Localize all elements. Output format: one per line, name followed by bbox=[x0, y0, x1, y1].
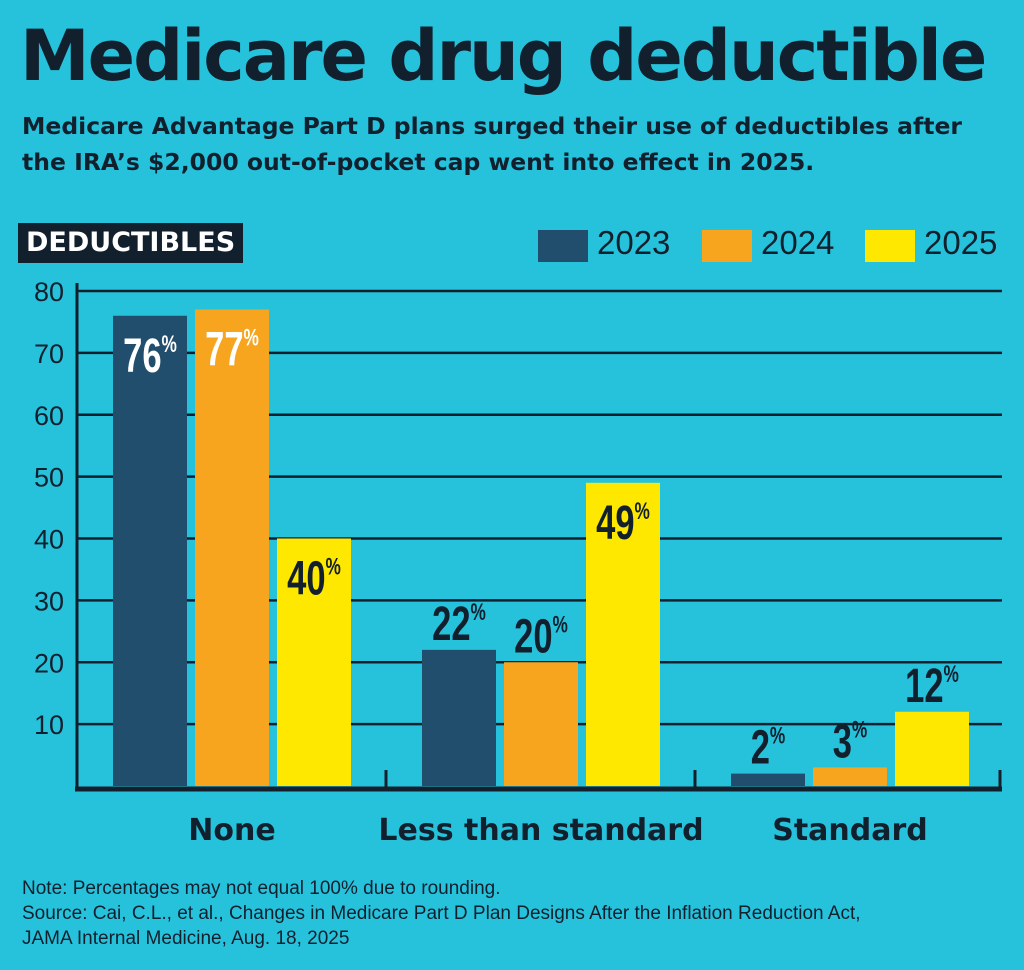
y-tick-label: 10 bbox=[34, 710, 64, 740]
bar-2023-1 bbox=[422, 649, 496, 786]
bar-2025-1 bbox=[586, 482, 660, 786]
legend-label-2023: 2023 bbox=[597, 224, 670, 261]
data-label-group: 20% bbox=[514, 609, 568, 663]
x-category-label: Less than standard bbox=[378, 813, 703, 848]
panel-label: DEDUCTIBLES bbox=[18, 223, 244, 263]
source-text-cont: JAMA Internal Medicine, Aug. 18, 2025 bbox=[22, 928, 350, 949]
data-label: 20% bbox=[514, 609, 568, 663]
data-label: 2% bbox=[751, 720, 786, 774]
note-text: Note: Percentages may not equal 100% due… bbox=[22, 878, 501, 899]
data-label: 22% bbox=[432, 596, 486, 650]
legend-label-2025: 2025 bbox=[924, 224, 997, 261]
data-label-group: 40% bbox=[287, 551, 341, 605]
y-tick-label: 60 bbox=[34, 401, 64, 431]
x-category-label: None bbox=[188, 813, 275, 848]
bar-2025-2 bbox=[895, 711, 969, 786]
data-label: 77% bbox=[205, 322, 259, 376]
x-category-label: Standard bbox=[772, 813, 928, 848]
data-label-group: 12% bbox=[905, 658, 959, 712]
data-label-group: 22% bbox=[432, 596, 486, 650]
y-tick-label: 40 bbox=[34, 525, 64, 555]
data-label-group: 49% bbox=[596, 495, 650, 549]
bar-2024-1 bbox=[504, 662, 578, 786]
data-label: 12% bbox=[905, 658, 959, 712]
bar-2025-0 bbox=[277, 538, 351, 786]
data-label-group: 2% bbox=[751, 720, 786, 774]
data-label-group: 77% bbox=[205, 322, 259, 376]
chart-subtitle: Medicare Advantage Part D plans surged t… bbox=[22, 112, 962, 176]
chart-title: Medicare drug deductible bbox=[20, 15, 987, 97]
data-label: 3% bbox=[833, 714, 868, 768]
bar-2023-0 bbox=[113, 315, 187, 786]
data-label-group: 76% bbox=[123, 328, 177, 382]
y-tick-label: 50 bbox=[34, 463, 64, 493]
legend-swatch-2024 bbox=[702, 230, 752, 262]
footnotes: Note: Percentages may not equal 100% due… bbox=[22, 876, 861, 951]
bar-2023-2 bbox=[731, 773, 805, 786]
legend-swatch-2025 bbox=[865, 230, 915, 262]
y-tick-label: 20 bbox=[34, 648, 64, 678]
data-label: 40% bbox=[287, 551, 341, 605]
data-label: 76% bbox=[123, 328, 177, 382]
y-tick-label: 80 bbox=[34, 277, 64, 307]
bar-2024-2 bbox=[813, 767, 887, 786]
legend-label-2024: 2024 bbox=[761, 224, 834, 261]
data-label: 49% bbox=[596, 495, 650, 549]
legend-swatch-2023 bbox=[538, 230, 588, 262]
source-text: Source: Cai, C.L., et al., Changes in Me… bbox=[22, 903, 861, 924]
bar-2024-0 bbox=[195, 309, 269, 786]
y-tick-label: 30 bbox=[34, 586, 64, 616]
y-tick-label: 70 bbox=[34, 339, 64, 369]
data-label-group: 3% bbox=[833, 714, 868, 768]
